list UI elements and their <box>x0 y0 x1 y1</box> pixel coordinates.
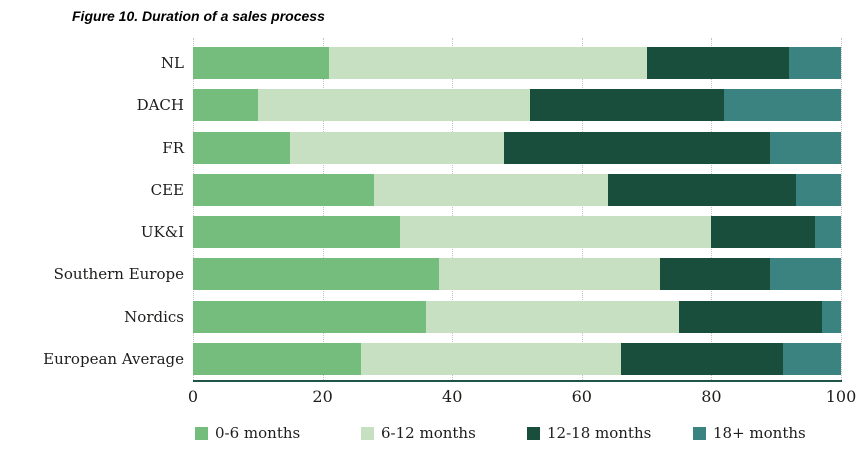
x-tick-label: 40 <box>442 387 463 406</box>
gridline <box>322 38 324 382</box>
table-row: European Average <box>0 338 841 380</box>
bar-segment <box>769 131 841 164</box>
category-label: Nordics <box>124 307 184 326</box>
legend-swatch <box>527 426 540 440</box>
bar-segment <box>193 258 440 291</box>
bar-segment <box>529 89 725 122</box>
bar-track <box>193 89 841 122</box>
gridline <box>193 38 194 382</box>
bar-segment <box>329 47 647 80</box>
bar-segment <box>789 47 841 80</box>
legend-item: 6-12 months <box>361 424 527 442</box>
legend-swatch <box>195 426 208 440</box>
legend-label: 18+ months <box>713 424 806 442</box>
bar-segment <box>400 216 712 249</box>
gridline <box>711 38 713 382</box>
category-label: NL <box>160 54 184 73</box>
x-tick-label: 80 <box>701 387 722 406</box>
x-tick-label: 100 <box>825 387 857 406</box>
table-row: CEE <box>0 169 841 211</box>
bar-segment <box>504 131 770 164</box>
bar-segment <box>815 216 841 249</box>
bar-segment <box>769 258 841 291</box>
bar-segment <box>620 342 783 375</box>
category-label: DACH <box>136 96 184 115</box>
bar-segment <box>711 216 816 249</box>
category-label: Southern Europe <box>53 265 184 284</box>
bar-segment <box>607 173 796 206</box>
bar-segment <box>257 89 530 122</box>
bar-segment <box>821 300 841 333</box>
bar-segment <box>646 47 790 80</box>
table-row: FR <box>0 127 841 169</box>
x-axis-line <box>193 380 842 382</box>
bar-segment <box>193 216 401 249</box>
x-tick-label: 0 <box>187 387 199 406</box>
legend-item: 12-18 months <box>527 424 693 442</box>
bar-segment <box>193 89 258 122</box>
legend-swatch <box>693 426 706 440</box>
table-row: Southern Europe <box>0 253 841 295</box>
bar-segment <box>426 300 679 333</box>
table-row: NL <box>0 42 841 84</box>
bar-track <box>193 342 841 375</box>
table-row: Nordics <box>0 296 841 338</box>
legend-label: 12-18 months <box>547 424 652 442</box>
legend-swatch <box>361 426 374 440</box>
bar-segment <box>361 342 621 375</box>
gridline <box>581 38 583 382</box>
legend-item: 0-6 months <box>195 424 361 442</box>
category-label: CEE <box>150 180 184 199</box>
category-label: FR <box>162 138 184 157</box>
plot-area <box>193 38 842 382</box>
bar-segment <box>193 173 375 206</box>
bar-segment <box>795 173 841 206</box>
category-label: UK&I <box>140 223 184 242</box>
bar-segment <box>724 89 841 122</box>
gridline <box>452 38 454 382</box>
gridline <box>841 38 842 382</box>
legend-item: 18+ months <box>693 424 859 442</box>
bar-segment <box>678 300 822 333</box>
legend: 0-6 months 6-12 months 12-18 months 18+ mon… <box>195 424 859 442</box>
bar-track <box>193 131 841 164</box>
x-axis-tick-labels: 0 20 40 60 80 100 <box>188 387 856 409</box>
bar-segment <box>193 47 330 80</box>
bar-segment <box>193 300 427 333</box>
table-row: UK&I <box>0 211 841 253</box>
legend-label: 0-6 months <box>215 424 301 442</box>
bar-segment <box>374 173 608 206</box>
bar-track <box>193 216 841 249</box>
x-tick-label: 60 <box>571 387 592 406</box>
figure-title: Figure 10. Duration of a sales process <box>72 8 325 24</box>
bar-track <box>193 173 841 206</box>
bar-track <box>193 258 841 291</box>
bar-rows: NL DACH FR CEE UK&I Southern Europe Nordics Eur… <box>0 42 841 380</box>
bar-segment <box>193 342 362 375</box>
bar-segment <box>782 342 841 375</box>
bar-segment <box>193 131 291 164</box>
table-row: DACH <box>0 84 841 126</box>
bar-segment <box>439 258 660 291</box>
category-label: European Average <box>43 349 184 368</box>
legend-label: 6-12 months <box>381 424 476 442</box>
bar-segment <box>659 258 770 291</box>
bar-track <box>193 47 841 80</box>
bar-segment <box>290 131 505 164</box>
x-tick-label: 20 <box>312 387 333 406</box>
bar-track <box>193 300 841 333</box>
